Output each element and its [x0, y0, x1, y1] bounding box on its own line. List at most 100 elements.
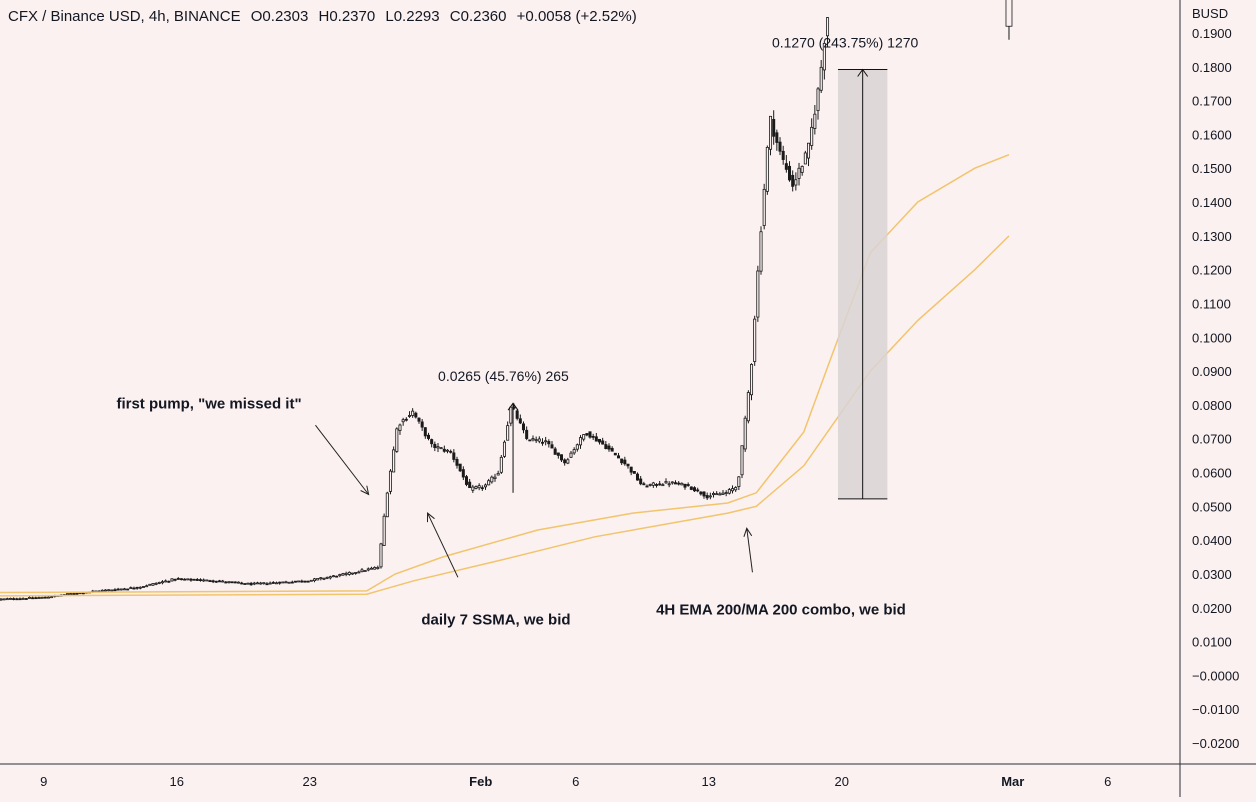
candle: [18, 597, 22, 601]
candle-body: [658, 483, 662, 486]
candle-body: [661, 484, 665, 487]
candle: [31, 596, 35, 600]
candle-body: [376, 567, 380, 569]
candle: [699, 491, 703, 496]
candle: [211, 579, 215, 584]
candle: [452, 449, 456, 463]
candle: [664, 478, 668, 484]
candle-body: [632, 470, 636, 474]
moving-average-line: [0, 154, 1010, 594]
candle: [15, 597, 19, 601]
candle: [217, 579, 221, 583]
candle-body: [268, 582, 272, 585]
candle-body: [138, 586, 142, 589]
candle-body: [734, 487, 738, 491]
candle: [613, 452, 617, 456]
candle-body: [743, 417, 747, 450]
candle: [360, 568, 364, 573]
candle: [195, 578, 199, 581]
candle: [781, 145, 785, 165]
candle: [176, 577, 180, 580]
candle: [148, 583, 152, 586]
candle-body: [170, 578, 174, 582]
candle-body: [354, 572, 358, 574]
candle-body: [347, 571, 351, 575]
candle: [350, 572, 354, 575]
candle-body: [775, 132, 779, 143]
candle-body: [167, 580, 171, 583]
candle-body: [202, 579, 206, 582]
candle-body: [110, 589, 114, 592]
candle-body: [797, 167, 801, 179]
candle: [515, 409, 519, 421]
candle: [731, 485, 735, 494]
y-tick-label: −0.0100: [1192, 702, 1239, 717]
candle: [442, 445, 446, 453]
price-range-label: 0.1270 (243.75%) 1270: [772, 35, 919, 51]
candle: [271, 581, 275, 584]
candle-body: [325, 576, 329, 579]
candle-body: [531, 438, 535, 441]
candle-body: [132, 587, 136, 590]
candle-body: [623, 459, 627, 465]
candle-body: [135, 586, 139, 589]
candle-body: [208, 580, 212, 583]
candle-body: [65, 593, 69, 596]
y-tick-label: 0.1600: [1192, 127, 1232, 142]
candle: [569, 450, 573, 458]
candle: [559, 454, 564, 463]
candle: [366, 567, 370, 572]
candle-body: [176, 578, 180, 580]
candle: [727, 488, 731, 495]
candle-body: [528, 439, 532, 442]
candle-body: [816, 88, 820, 112]
candle: [708, 492, 712, 500]
price-scale-currency[interactable]: BUSD: [1192, 6, 1229, 21]
candle-body: [731, 488, 735, 492]
candle-body: [626, 463, 630, 467]
candle-body: [309, 579, 313, 582]
candle: [338, 573, 342, 578]
candle-body: [601, 440, 605, 445]
candle: [8, 597, 12, 600]
candle: [623, 456, 627, 466]
candle: [759, 226, 763, 275]
candle: [34, 596, 38, 600]
y-tick-label: 0.1500: [1192, 161, 1232, 176]
candle: [293, 580, 297, 583]
candle-body: [75, 592, 79, 595]
candle: [493, 473, 497, 482]
x-tick-label: 16: [169, 774, 183, 789]
candle-body: [490, 476, 494, 483]
candle-body: [537, 438, 541, 442]
candle-body: [252, 582, 256, 585]
candle-body: [31, 597, 35, 600]
candle: [797, 162, 801, 186]
candle-body: [255, 582, 259, 585]
x-tick-label: 13: [702, 774, 716, 789]
candle-body: [553, 448, 557, 455]
candle-body: [822, 43, 826, 71]
candle-body: [227, 581, 231, 584]
candle-body: [287, 581, 291, 584]
measure-arrowhead: [507, 402, 519, 411]
symbol-name[interactable]: CFX / Binance USD, 4h, BINANCE: [8, 8, 241, 25]
candle-body: [794, 179, 798, 186]
candle-body: [826, 17, 830, 37]
y-tick-label: 0.0700: [1192, 432, 1232, 447]
candle-body: [186, 578, 190, 581]
candle-body: [129, 587, 133, 589]
candle-body: [0, 598, 3, 601]
candle: [480, 485, 484, 491]
candle: [243, 583, 247, 585]
candle-body: [607, 445, 611, 450]
candle-body: [373, 567, 377, 570]
candle-body: [297, 580, 301, 583]
candle: [233, 581, 237, 584]
candle-body: [18, 598, 22, 601]
x-tick-label: 6: [572, 774, 579, 789]
candle: [5, 597, 9, 601]
candle-body: [772, 119, 776, 137]
